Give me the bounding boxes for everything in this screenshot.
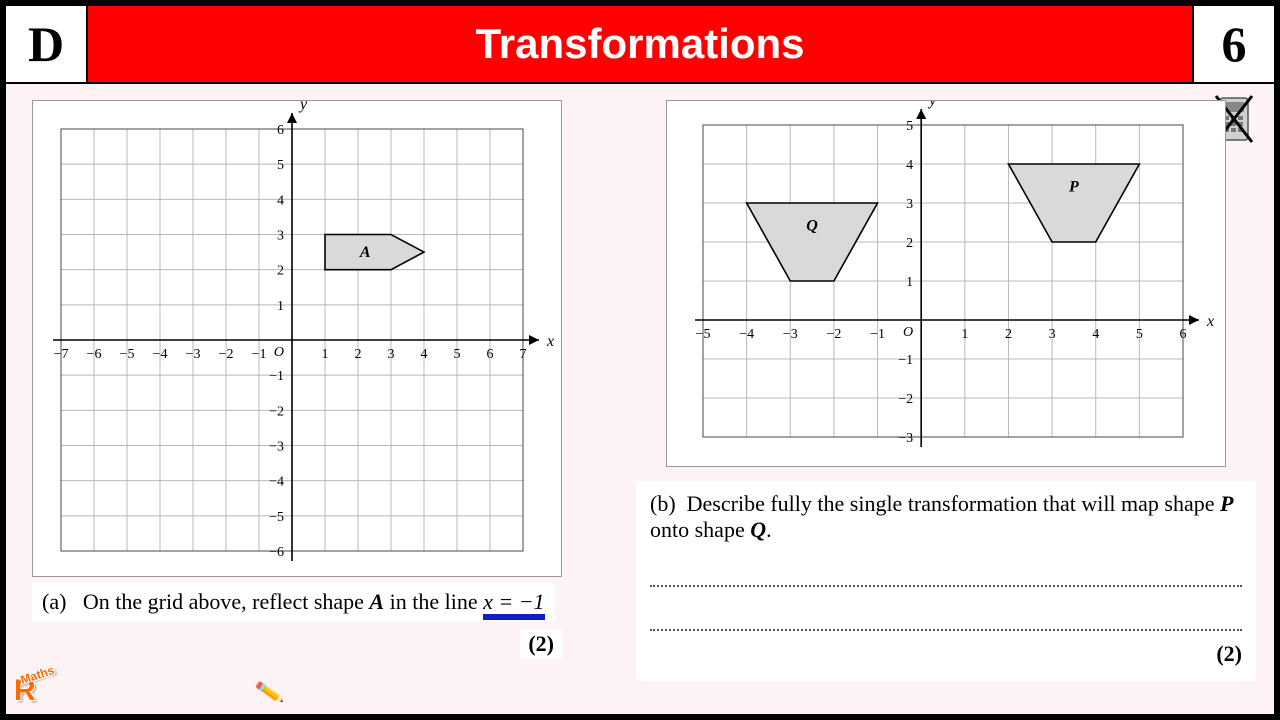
part-a-marks: (2) [520, 629, 562, 659]
svg-text:5: 5 [906, 119, 913, 134]
answer-line [650, 613, 1242, 631]
body: −7 −6 −5 −4 −3 −2 −1 1 2 3 4 5 6 7 −6 −5 −4 −3 −2 −1 1 2 3 4 5 6 O… [6, 84, 1274, 714]
svg-text:−2: −2 [219, 347, 234, 362]
svg-text:−3: −3 [898, 431, 913, 446]
svg-text:2: 2 [277, 264, 284, 279]
svg-text:−4: −4 [739, 327, 754, 342]
svg-text:1: 1 [906, 275, 913, 290]
svg-text:A: A [359, 244, 371, 261]
svg-text:3: 3 [906, 197, 913, 212]
svg-text:3: 3 [1049, 327, 1056, 342]
svg-text:x: x [546, 333, 554, 350]
part-b-from: P [1220, 491, 1233, 516]
svg-text:5: 5 [454, 347, 461, 362]
svg-text:−1: −1 [898, 353, 913, 368]
graph-b: −5 −4 −3 −2 −1 1 2 3 4 5 6 −3 −2 −1 1 2 3 4 5 Ox y Q P [666, 100, 1226, 467]
svg-text:O: O [274, 345, 284, 360]
part-a-shape: A [369, 589, 384, 614]
svg-text:P: P [1068, 178, 1079, 195]
svg-text:2: 2 [906, 236, 913, 251]
part-a: −7 −6 −5 −4 −3 −2 −1 1 2 3 4 5 6 7 −6 −5 −4 −3 −2 −1 1 2 3 4 5 6 O… [32, 100, 562, 659]
svg-text:3: 3 [277, 229, 284, 244]
svg-text:4: 4 [1092, 327, 1099, 342]
part-a-pre: On the grid above, reflect shape [83, 589, 370, 614]
pencil-icon: ✏️ [254, 678, 286, 708]
svg-text:−4: −4 [269, 475, 284, 490]
svg-text:−6: −6 [269, 545, 284, 560]
svg-text:−3: −3 [783, 327, 798, 342]
header-grade: D [6, 6, 88, 82]
logo-small: Maths [19, 663, 56, 687]
svg-text:−5: −5 [696, 327, 711, 342]
svg-text:6: 6 [277, 123, 284, 138]
part-a-line: x = −1 [483, 589, 544, 617]
logo: Maths R [14, 674, 36, 708]
svg-text:6: 6 [487, 347, 494, 362]
answer-line [650, 569, 1242, 587]
header: D Transformations 6 [6, 6, 1274, 84]
part-a-mid: in the line [384, 589, 483, 614]
svg-text:−1: −1 [252, 347, 267, 362]
svg-text:1: 1 [961, 327, 968, 342]
svg-text:−3: −3 [269, 440, 284, 455]
header-number: 6 [1192, 6, 1274, 82]
svg-text:Q: Q [806, 217, 818, 234]
svg-text:4: 4 [906, 158, 913, 173]
svg-text:−2: −2 [826, 327, 841, 342]
svg-text:−5: −5 [120, 347, 135, 362]
svg-text:7: 7 [520, 347, 527, 362]
svg-text:−6: −6 [87, 347, 102, 362]
svg-text:−4: −4 [153, 347, 168, 362]
svg-text:−2: −2 [269, 404, 284, 419]
header-title: Transformations [88, 6, 1192, 82]
question-a-text: (a) On the grid above, reflect shape A i… [32, 583, 555, 621]
svg-text:−5: −5 [269, 510, 284, 525]
question-b-text: (b) Describe fully the single transforma… [650, 491, 1242, 543]
graph-a: −7 −6 −5 −4 −3 −2 −1 1 2 3 4 5 6 7 −6 −5 −4 −3 −2 −1 1 2 3 4 5 6 O… [32, 100, 562, 577]
svg-text:4: 4 [421, 347, 428, 362]
part-a-label: (a) [42, 589, 66, 614]
svg-text:y: y [298, 101, 308, 113]
part-b-to: Q [750, 517, 766, 542]
svg-text:−1: −1 [870, 327, 885, 342]
svg-text:6: 6 [1180, 327, 1187, 342]
svg-text:2: 2 [1005, 327, 1012, 342]
part-b-marks: (2) [650, 641, 1242, 667]
svg-text:1: 1 [322, 347, 329, 362]
svg-text:3: 3 [388, 347, 395, 362]
question-b-block: (b) Describe fully the single transforma… [636, 481, 1256, 681]
svg-text:O: O [903, 325, 913, 340]
svg-text:1: 1 [277, 299, 284, 314]
svg-text:−7: −7 [54, 347, 69, 362]
part-b: −5 −4 −3 −2 −1 1 2 3 4 5 6 −3 −2 −1 1 2 3 4 5 Ox y Q P (b) Des… [636, 100, 1256, 681]
svg-text:−1: −1 [269, 369, 284, 384]
svg-text:x: x [1206, 313, 1214, 330]
svg-text:−3: −3 [186, 347, 201, 362]
svg-text:2: 2 [355, 347, 362, 362]
svg-text:y: y [927, 101, 937, 109]
part-b-post: . [766, 517, 772, 542]
part-b-mid: onto shape [650, 517, 750, 542]
svg-text:−2: −2 [898, 392, 913, 407]
svg-text:5: 5 [277, 158, 284, 173]
page-frame: D Transformations 6 −7 −6 −5 −4 −3 −2 −1 1 2 3 4 5 6… [4, 4, 1276, 716]
svg-text:4: 4 [277, 193, 284, 208]
part-b-label: (b) [650, 491, 676, 516]
part-b-pre: Describe fully the single transformation… [687, 491, 1220, 516]
svg-text:5: 5 [1136, 327, 1143, 342]
